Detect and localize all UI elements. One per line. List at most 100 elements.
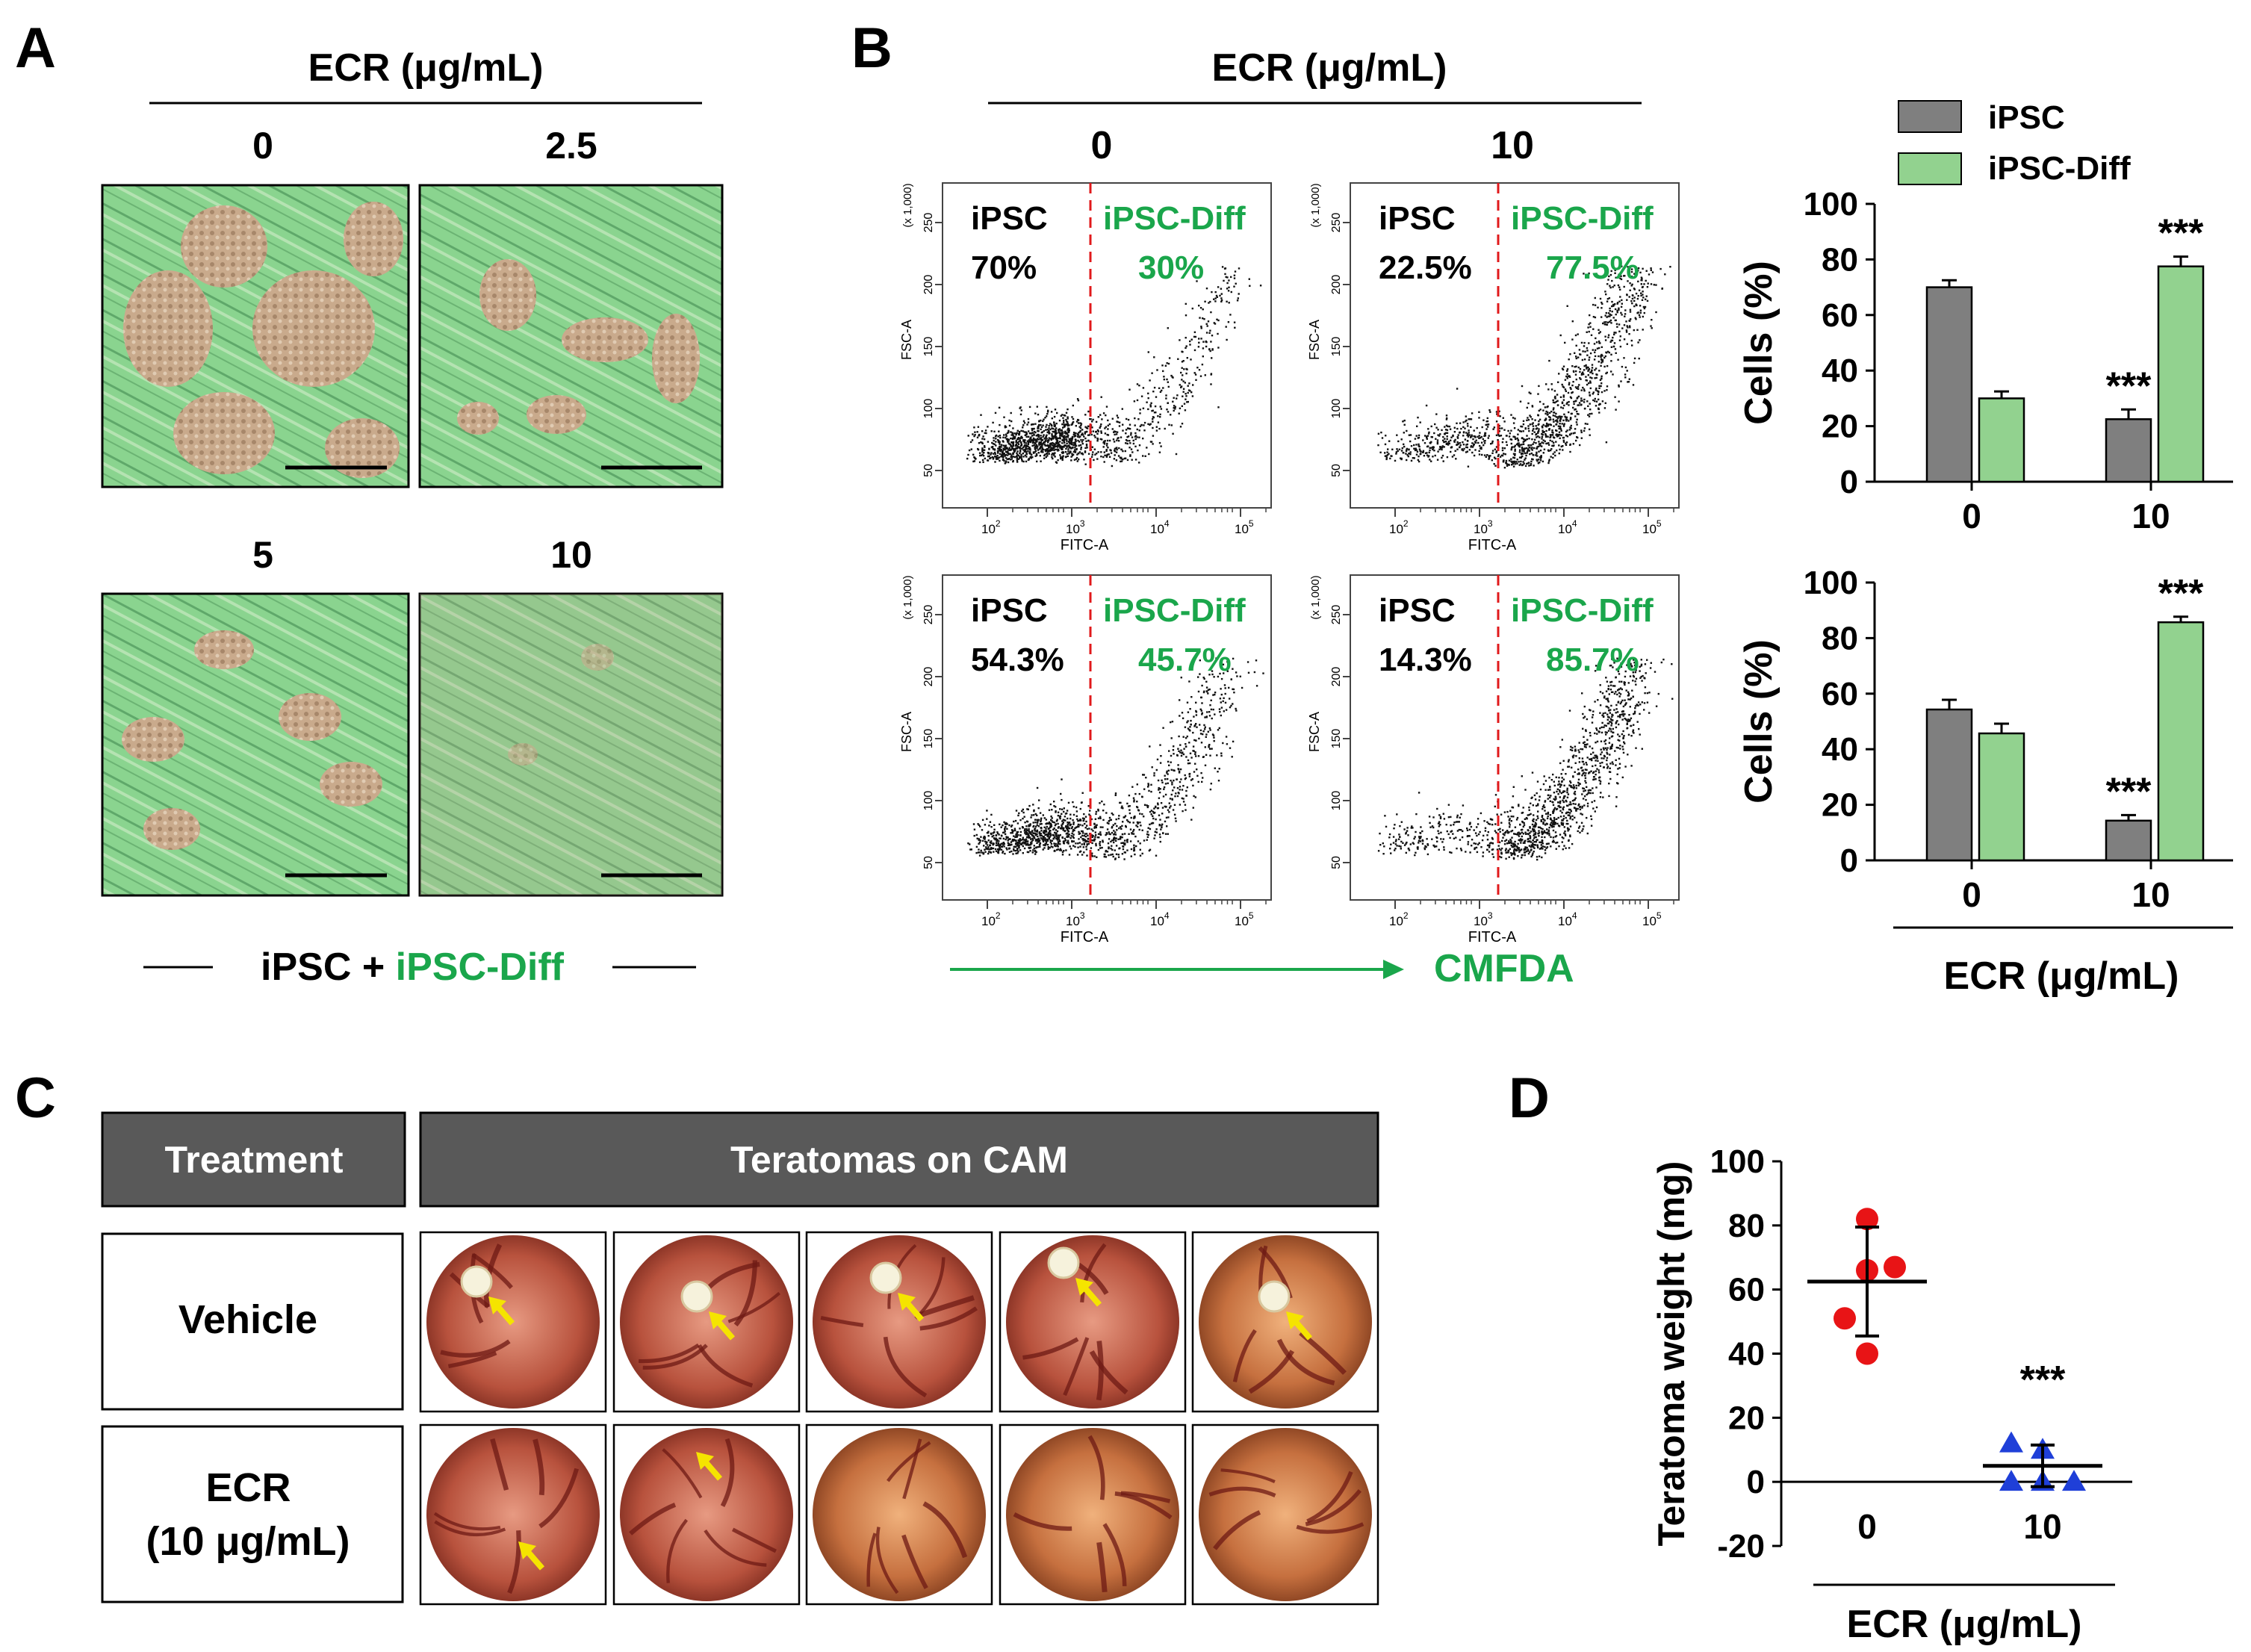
y-tick-label: 60: [1822, 297, 1858, 334]
flow-y-tick: 250: [1330, 605, 1343, 625]
gate-pct-ipsc: 70%: [971, 249, 1037, 286]
panel-a-condition-label: 0: [252, 125, 273, 167]
gate-pct-ipsc: 22.5%: [1379, 249, 1472, 286]
panel-a-condition-label: 5: [252, 534, 273, 576]
flow-plot: iPSC 22.5% iPSC-Diff 77.5% 50 100 150 200 250 FSC…: [1307, 182, 1680, 553]
cam-egg-image: [805, 1423, 993, 1606]
x-tick-label: 10: [2132, 497, 2170, 535]
flow-y-tick: 200: [1330, 275, 1343, 295]
gate-label-ipsc: iPSC: [971, 200, 1048, 237]
legend-swatch-ipsc-diff: [1898, 152, 1962, 185]
bar: [1925, 286, 1973, 483]
flow-y-tick: 50: [1330, 856, 1343, 869]
ecr-label-cell: [101, 1425, 404, 1603]
bar: [1925, 708, 1973, 862]
panel-b-header: ECR (μg/mL): [1212, 46, 1447, 90]
y-tick-label: 80: [1822, 241, 1858, 278]
cam-egg-image: [805, 1231, 993, 1413]
bar: [2105, 819, 2152, 862]
flow-y-tick: 250: [1330, 213, 1343, 233]
flow-x-tick: 104: [1558, 910, 1577, 928]
cam-egg-image: [612, 1423, 801, 1606]
cam-images: [419, 1231, 1379, 1606]
flow-column-label: 10: [1491, 124, 1534, 167]
flow-y-scale: (x 1,000): [901, 575, 914, 619]
flow-x-tick: 105: [1642, 910, 1662, 928]
flow-x-tick: 102: [981, 910, 1001, 928]
micrograph-image: [418, 592, 724, 897]
significance-marker: ***: [2106, 770, 2152, 813]
scatter-chart: -20 0 20 40 60 80 100 Teratoma weight (mg) 0 10 **…: [1651, 1143, 2132, 1646]
flow-y-tick: 50: [922, 856, 935, 869]
cmfda-label: CMFDA: [1434, 947, 1574, 990]
data-point: [1999, 1431, 2023, 1453]
flow-y-tick: 100: [922, 791, 935, 811]
legend-label: iPSC: [1988, 99, 2065, 136]
data-point: [1884, 1255, 1906, 1279]
flow-x-tick: 102: [981, 518, 1001, 536]
flow-y-tick: 200: [922, 275, 935, 295]
y-tick-label: 20: [1822, 787, 1858, 824]
flow-x-axis-label: FITC-A: [1468, 537, 1517, 553]
cam-egg-image: [1191, 1231, 1379, 1413]
panel-d: D -20 0 20 40 60 80 100 Teratoma weight (mg) 0 10…: [1509, 1066, 2132, 1646]
y-tick-label: 60: [1822, 676, 1858, 712]
micrograph-image: [101, 184, 410, 488]
gate-label-ipsc-diff: iPSC-Diff: [1511, 200, 1654, 237]
gate-pct-ipsc: 54.3%: [971, 642, 1064, 678]
gate-pct-ipsc: 14.3%: [1379, 642, 1472, 678]
flow-y-axis-label: FSC-A: [899, 320, 914, 360]
x-axis-label: ECR (μg/mL): [1847, 1603, 2082, 1646]
bar: [2105, 418, 2152, 483]
x-tick-label: 0: [1857, 1507, 1877, 1546]
flow-y-tick: 150: [922, 729, 935, 749]
flow-y-tick: 200: [922, 667, 935, 687]
flow-x-tick: 103: [1474, 518, 1493, 536]
flow-x-tick: 103: [1066, 518, 1085, 536]
data-point: [2062, 1470, 2086, 1491]
flow-y-scale: (x 1,000): [901, 183, 914, 227]
bar-chart-bottom: 0 20 40 60 80 100 Cells (%) 0 10 *** *** ECR (μg/mL…: [1737, 565, 2233, 998]
flow-y-tick: 150: [1330, 729, 1343, 749]
gate-label-ipsc-diff: iPSC-Diff: [1103, 592, 1246, 629]
gate-label-ipsc: iPSC: [1379, 592, 1456, 629]
flow-y-tick: 150: [922, 337, 935, 357]
panel-d-letter: D: [1509, 1066, 1550, 1130]
y-tick-label: 80: [1822, 620, 1858, 656]
panel-a-letter: A: [15, 16, 56, 80]
cmfda-arrowhead: [1383, 960, 1404, 979]
flow-x-tick: 103: [1066, 910, 1085, 928]
flow-x-axis-label: FITC-A: [1468, 929, 1517, 945]
gate-pct-ipsc-diff: 45.7%: [1138, 642, 1232, 678]
flow-y-axis-label: FSC-A: [899, 712, 914, 752]
y-tick-label: 40: [1822, 353, 1858, 389]
y-tick-label: 100: [1710, 1143, 1765, 1180]
gate-label-ipsc: iPSC: [971, 592, 1048, 629]
cam-egg-image: [1191, 1423, 1379, 1606]
data-point: [1856, 1208, 1878, 1231]
cam-egg-image: [999, 1231, 1187, 1413]
flow-events: [1377, 265, 1671, 469]
flow-x-tick: 104: [1150, 910, 1170, 928]
gate-label-ipsc: iPSC: [1379, 200, 1456, 237]
data-point: [1999, 1470, 2023, 1491]
flow-y-tick: 100: [1330, 399, 1343, 419]
treatment-header-cell: [101, 1111, 406, 1208]
data-point: [1834, 1307, 1856, 1330]
y-tick-label: 80: [1728, 1208, 1765, 1244]
x-tick-label: 10: [2023, 1507, 2061, 1546]
panel-a-condition-label: 2.5: [545, 125, 597, 167]
y-tick-label: 0: [1840, 842, 1858, 879]
y-tick-label: 40: [1728, 1336, 1765, 1373]
y-tick-label: 20: [1728, 1400, 1765, 1436]
micrograph-image: [101, 592, 410, 897]
gate-label-ipsc-diff: iPSC-Diff: [1511, 592, 1654, 629]
bar-legend: iPSC iPSC-Diff: [1898, 99, 2131, 187]
flow-x-tick: 105: [1235, 910, 1254, 928]
flow-y-axis-label: FSC-A: [1307, 320, 1322, 360]
flow-y-tick: 200: [1330, 667, 1343, 687]
vehicle-label: Vehicle: [178, 1297, 317, 1342]
gate-label-ipsc-diff: iPSC-Diff: [1103, 200, 1246, 237]
legend-swatch-ipsc: [1898, 100, 1962, 133]
panel-b-letter: B: [851, 16, 892, 80]
